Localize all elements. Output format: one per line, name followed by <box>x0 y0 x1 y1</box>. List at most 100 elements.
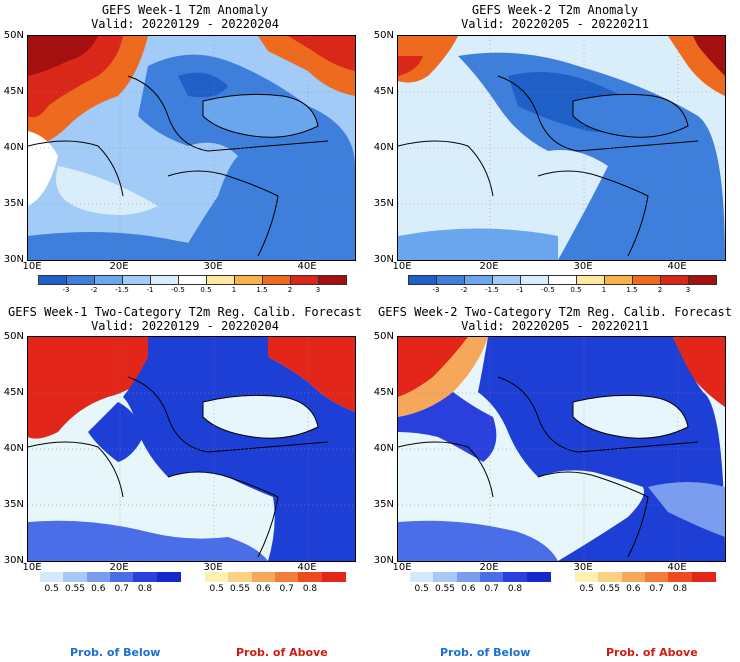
lon-label: 20E <box>109 562 129 573</box>
colorbar-tick-label: -1.5 <box>485 286 499 294</box>
colorbar-tick-label: 0.7 <box>279 584 294 594</box>
colorbar-cell <box>575 572 600 582</box>
colorbar-cell <box>688 275 717 285</box>
lat-label: 45N <box>373 387 394 398</box>
colorbar-cell <box>492 275 521 285</box>
colorbar-cell <box>433 572 458 582</box>
colorbar-cell <box>408 275 437 285</box>
lat-label: 40N <box>3 443 24 454</box>
lat-label: 30N <box>3 555 24 566</box>
prob-below-caption: Prob. of Below <box>440 646 531 659</box>
colorbar-cell <box>464 275 493 285</box>
colorbar-cell <box>321 572 346 582</box>
colorbar-cell <box>298 572 323 582</box>
colorbar-tick-label: 0.5 <box>44 584 59 594</box>
lon-label: 40E <box>297 562 317 573</box>
colorbar-cell <box>251 572 276 582</box>
lat-label: 45N <box>3 387 24 398</box>
colorbar-tick-label: 2 <box>657 286 663 294</box>
colorbar-tick-label: 2 <box>287 286 293 294</box>
colorbar-cell <box>645 572 670 582</box>
colorbar-tick-label: 0.5 <box>200 286 212 294</box>
colorbar-tick-label: 0.55 <box>434 584 456 594</box>
colorbar-tick-label: 0.6 <box>91 584 106 594</box>
panel-week2-probability: GEFS Week-2 Two-Category T2m Reg. Calib.… <box>370 300 740 659</box>
colorbar-cell <box>63 572 88 582</box>
colorbar-cell <box>621 572 646 582</box>
probability-map <box>397 336 726 562</box>
colorbar-cell <box>178 275 207 285</box>
prob-above-caption: Prob. of Above <box>606 646 698 659</box>
colorbar-tick-label: 0.5 <box>209 584 224 594</box>
lat-label: 50N <box>3 30 24 41</box>
colorbar-tick-label: -3 <box>432 286 440 294</box>
anomaly-map <box>27 35 356 261</box>
lon-label: 10E <box>392 261 412 272</box>
lat-label: 30N <box>373 254 394 265</box>
panel-week2-anomaly: GEFS Week-2 T2m Anomaly Valid: 20220205 … <box>370 0 740 300</box>
lat-label: 30N <box>3 254 24 265</box>
lon-label: 40E <box>667 562 687 573</box>
panel-title: GEFS Week-1 Two-Category T2m Reg. Calib.… <box>7 305 362 319</box>
colorbar-cell <box>290 275 319 285</box>
lon-label: 30E <box>203 261 223 272</box>
colorbar-cell <box>156 572 181 582</box>
lon-label: 10E <box>22 261 42 272</box>
colorbar-tick-label: 0.55 <box>599 584 621 594</box>
colorbar-cell <box>576 275 605 285</box>
prob-above-colorbar: 0.5 0.55 0.6 0.7 0.8 <box>205 572 346 598</box>
colorbar-cell <box>205 572 230 582</box>
prob-below-colorbar: 0.5 0.55 0.6 0.7 0.8 <box>40 572 181 598</box>
colorbar-tick-label: 3 <box>315 286 321 294</box>
colorbar-tick-label: 0.8 <box>302 584 318 594</box>
lat-label: 40N <box>373 142 394 153</box>
lon-label: 20E <box>479 562 499 573</box>
lon-label: 20E <box>109 261 129 272</box>
colorbar-cell <box>133 572 158 582</box>
lat-label: 45N <box>3 86 24 97</box>
colorbar-cell <box>206 275 235 285</box>
colorbar-tick-label: 1.5 <box>626 286 638 294</box>
colorbar-cell <box>94 275 123 285</box>
colorbar-cell <box>668 572 693 582</box>
panel-title: GEFS Week-2 T2m Anomaly <box>471 3 639 17</box>
anomaly-map <box>397 35 726 261</box>
panel-valid-dates: Valid: 20220129 - 20220204 <box>91 319 279 333</box>
prob-above-colorbar: 0.5 0.55 0.6 0.7 0.8 <box>575 572 716 598</box>
colorbar-cell <box>275 572 300 582</box>
panel-valid-dates: Valid: 20220205 - 20220211 <box>461 17 649 31</box>
colorbar-tick-label: 0.7 <box>484 584 499 594</box>
colorbar-cell <box>122 275 151 285</box>
colorbar-cell <box>456 572 481 582</box>
colorbar-tick-label: -3 <box>62 286 70 294</box>
lon-label: 20E <box>479 261 499 272</box>
colorbar-tick-label: -2 <box>90 286 98 294</box>
colorbar-tick-label: 0.6 <box>256 584 271 594</box>
lat-label: 35N <box>373 198 394 209</box>
colorbar-tick-label: 0.55 <box>229 584 251 594</box>
lat-label: 30N <box>373 555 394 566</box>
colorbar-tick-label: 0.6 <box>461 584 476 594</box>
colorbar-tick-label: 1 <box>601 286 607 294</box>
colorbar-tick-label: -0.5 <box>171 286 185 294</box>
colorbar-tick-label: -2 <box>460 286 468 294</box>
lat-label: 35N <box>373 499 394 510</box>
colorbar-cell <box>526 572 551 582</box>
anomaly-colorbar: -3 -2 -1.5 -1 -0.5 0.5 1 1.5 2 3 <box>408 275 717 297</box>
anomaly-colorbar: -3 -2 -1.5 -1 -0.5 0.5 1 1.5 2 3 <box>38 275 347 297</box>
colorbar-cell <box>38 275 67 285</box>
colorbar-tick-label: 1 <box>231 286 237 294</box>
prob-above-caption: Prob. of Above <box>236 646 328 659</box>
colorbar-cell <box>604 275 633 285</box>
colorbar-tick-label: 0.5 <box>570 286 582 294</box>
lat-label: 50N <box>373 30 394 41</box>
colorbar-cell <box>548 275 577 285</box>
colorbar-tick-label: 0.7 <box>114 584 129 594</box>
lat-label: 40N <box>3 142 24 153</box>
lon-label: 10E <box>22 562 42 573</box>
colorbar-cell <box>228 572 253 582</box>
lat-label: 35N <box>3 198 24 209</box>
colorbar-cell <box>262 275 291 285</box>
colorbar-tick-label: -1 <box>146 286 154 294</box>
colorbar-cell <box>318 275 347 285</box>
